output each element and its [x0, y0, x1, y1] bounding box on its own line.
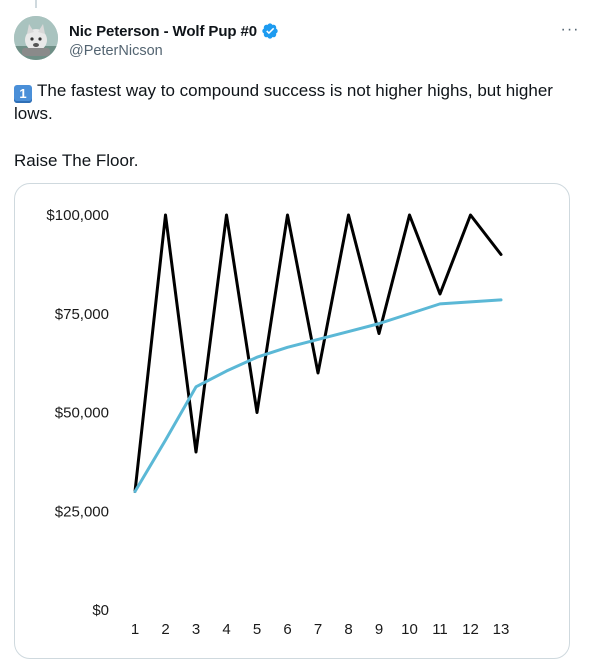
more-button[interactable]: ··· — [556, 20, 584, 40]
x-tick-label: 12 — [462, 621, 479, 638]
more-icon: ··· — [560, 21, 580, 38]
series-line-black — [133, 213, 503, 493]
x-tick-label: 3 — [192, 621, 200, 638]
author-header: Nic Peterson - Wolf Pup #0 @PeterNicson — [69, 21, 279, 59]
author-display-name[interactable]: Nic Peterson - Wolf Pup #0 — [69, 22, 257, 40]
x-tick-label: 10 — [401, 621, 418, 638]
x-tick-label: 13 — [493, 621, 510, 638]
y-tick-label: $100,000 — [46, 207, 109, 224]
author-handle[interactable]: @PeterNicson — [69, 43, 163, 59]
x-tick-label: 5 — [253, 621, 261, 638]
x-tick-label: 8 — [344, 621, 352, 638]
wolf-avatar-icon — [14, 16, 58, 60]
x-tick-label: 2 — [161, 621, 169, 638]
x-tick-label: 9 — [375, 621, 383, 638]
y-axis-ticks: $0 $25,000 $50,000 $75,000 $100,000 — [46, 207, 109, 619]
tweet-text: 1 The fastest way to compound success is … — [14, 80, 574, 125]
y-tick-label: $25,000 — [55, 503, 109, 520]
tweet-line-1: The fastest way to compound success is n… — [14, 81, 553, 123]
avatar[interactable] — [14, 16, 58, 60]
tweet-line-2: Raise The Floor. — [14, 151, 139, 170]
y-tick-label: $75,000 — [55, 306, 109, 323]
series-lines — [133, 213, 503, 493]
x-tick-label: 6 — [283, 621, 291, 638]
keycap-one-emoji-icon: 1 — [14, 85, 32, 103]
x-tick-label: 1 — [131, 621, 139, 638]
series-line-blue — [133, 298, 503, 493]
y-tick-label: $0 — [92, 602, 109, 619]
x-tick-label: 11 — [432, 621, 448, 638]
x-tick-label: 7 — [314, 621, 322, 638]
verified-badge-icon[interactable] — [261, 22, 279, 40]
thread-connector-line — [35, 0, 37, 8]
x-tick-label: 4 — [222, 621, 230, 638]
x-axis-ticks: 1 2 3 4 5 6 7 8 9 10 11 12 13 — [131, 621, 510, 638]
y-tick-label: $50,000 — [55, 405, 109, 422]
